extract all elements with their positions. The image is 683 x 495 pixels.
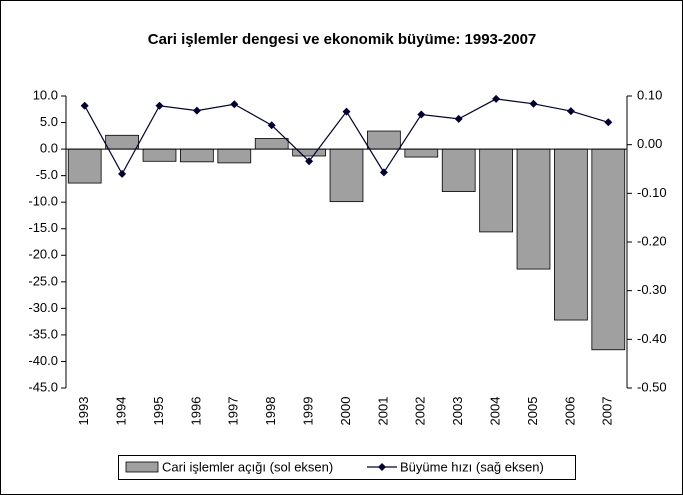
y-tick-label: 10.0 <box>33 87 58 102</box>
bar <box>180 148 214 163</box>
bar <box>217 148 252 164</box>
line-marker <box>492 94 501 103</box>
legend-marker <box>378 463 386 471</box>
y-tick-label: -25.0 <box>28 273 58 288</box>
x-tick-label: 1995 <box>151 397 166 426</box>
line-marker <box>305 157 314 166</box>
bar <box>516 148 551 270</box>
x-tick-label: 2007 <box>600 397 615 426</box>
bar <box>254 138 289 150</box>
line-marker <box>155 101 164 110</box>
bar <box>554 148 588 321</box>
line-marker <box>417 110 426 119</box>
line-marker <box>80 101 89 110</box>
y-tick-label: -30.0 <box>28 300 58 315</box>
line-marker <box>379 168 388 177</box>
line-marker <box>230 100 239 109</box>
legend-swatch <box>125 461 159 473</box>
x-tick-label: 1998 <box>263 397 278 426</box>
legend-box <box>118 455 576 480</box>
bar <box>479 148 513 233</box>
y2-tick-label: -0.40 <box>637 331 667 346</box>
bar <box>105 134 139 150</box>
x-tick-label: 1993 <box>76 397 91 426</box>
y-tick-label: -35.0 <box>28 326 58 341</box>
chart-title: Cari işlemler dengesi ve ekonomik büyüme… <box>148 31 537 48</box>
line-marker <box>529 99 538 108</box>
line-marker <box>454 114 463 123</box>
y2-tick-label: 0.00 <box>637 136 662 151</box>
line-marker <box>566 107 575 116</box>
x-tick-label: 2002 <box>413 397 428 426</box>
bar <box>404 148 439 158</box>
y2-tick-label: -0.20 <box>637 233 667 248</box>
x-tick-label: 2001 <box>375 397 390 426</box>
x-tick-label: 2006 <box>562 397 577 426</box>
x-tick-label: 1999 <box>301 397 316 426</box>
bar <box>67 148 102 184</box>
bar <box>142 148 177 162</box>
bar <box>329 148 364 203</box>
x-tick-label: 2005 <box>525 397 540 426</box>
y-tick-label: -45.0 <box>28 379 58 394</box>
y2-tick-label: 0.10 <box>637 87 662 102</box>
y-tick-label: 5.0 <box>40 114 58 129</box>
y2-tick-label: -0.10 <box>637 185 667 200</box>
x-tick-label: 1997 <box>226 397 241 426</box>
y-tick-label: -10.0 <box>28 194 58 209</box>
line-marker <box>342 107 351 116</box>
line-marker <box>192 106 201 115</box>
bar <box>591 148 626 351</box>
x-tick-label: 1996 <box>188 397 203 426</box>
line-marker <box>604 118 613 127</box>
y-tick-label: -15.0 <box>28 220 58 235</box>
y2-tick-label: -0.50 <box>637 379 667 394</box>
y-tick-label: -5.0 <box>36 167 58 182</box>
line-marker <box>118 169 127 178</box>
line-marker <box>267 121 276 130</box>
bar <box>367 130 401 150</box>
y-tick-label: 0.0 <box>40 141 58 156</box>
x-tick-label: 2004 <box>488 397 503 426</box>
legend-label: Büyüme hızı (sağ eksen) <box>400 459 544 474</box>
bar <box>441 148 476 192</box>
y-tick-label: -20.0 <box>28 247 58 262</box>
legend-label: Cari işlemler açığı (sol eksen) <box>162 459 333 474</box>
x-tick-label: 1994 <box>114 397 129 426</box>
x-tick-label: 2000 <box>338 397 353 426</box>
x-tick-label: 2003 <box>450 397 465 426</box>
y2-tick-label: -0.30 <box>637 282 667 297</box>
y-tick-label: -40.0 <box>28 353 58 368</box>
